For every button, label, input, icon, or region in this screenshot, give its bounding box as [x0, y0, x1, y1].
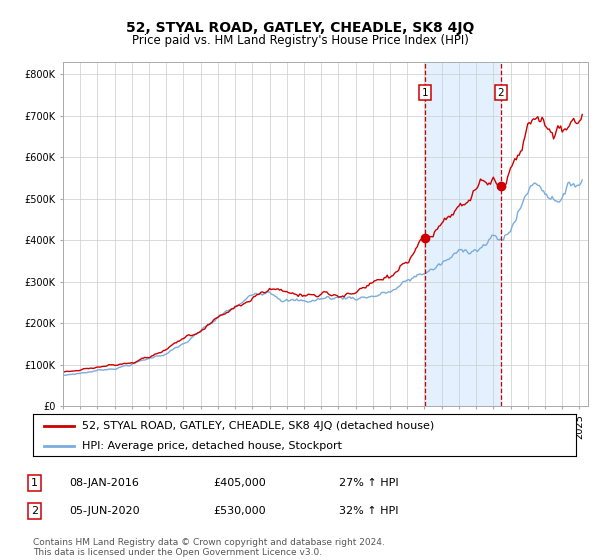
- Text: £530,000: £530,000: [213, 506, 266, 516]
- Text: Price paid vs. HM Land Registry's House Price Index (HPI): Price paid vs. HM Land Registry's House …: [131, 34, 469, 46]
- Text: 52, STYAL ROAD, GATLEY, CHEADLE, SK8 4JQ: 52, STYAL ROAD, GATLEY, CHEADLE, SK8 4JQ: [126, 21, 474, 35]
- Text: 32% ↑ HPI: 32% ↑ HPI: [339, 506, 398, 516]
- Text: 1: 1: [31, 478, 38, 488]
- Bar: [425, 62, 501, 406]
- Text: 2: 2: [31, 506, 38, 516]
- Text: 52, STYAL ROAD, GATLEY, CHEADLE, SK8 4JQ (detached house): 52, STYAL ROAD, GATLEY, CHEADLE, SK8 4JQ…: [82, 421, 434, 431]
- Text: 2: 2: [497, 88, 504, 98]
- Text: Contains HM Land Registry data © Crown copyright and database right 2024.
This d: Contains HM Land Registry data © Crown c…: [33, 538, 385, 557]
- Text: 1: 1: [422, 88, 428, 98]
- Text: 05-JUN-2020: 05-JUN-2020: [69, 506, 140, 516]
- Text: 08-JAN-2016: 08-JAN-2016: [69, 478, 139, 488]
- Text: £405,000: £405,000: [213, 478, 266, 488]
- Text: 27% ↑ HPI: 27% ↑ HPI: [339, 478, 398, 488]
- Text: HPI: Average price, detached house, Stockport: HPI: Average price, detached house, Stoc…: [82, 441, 342, 451]
